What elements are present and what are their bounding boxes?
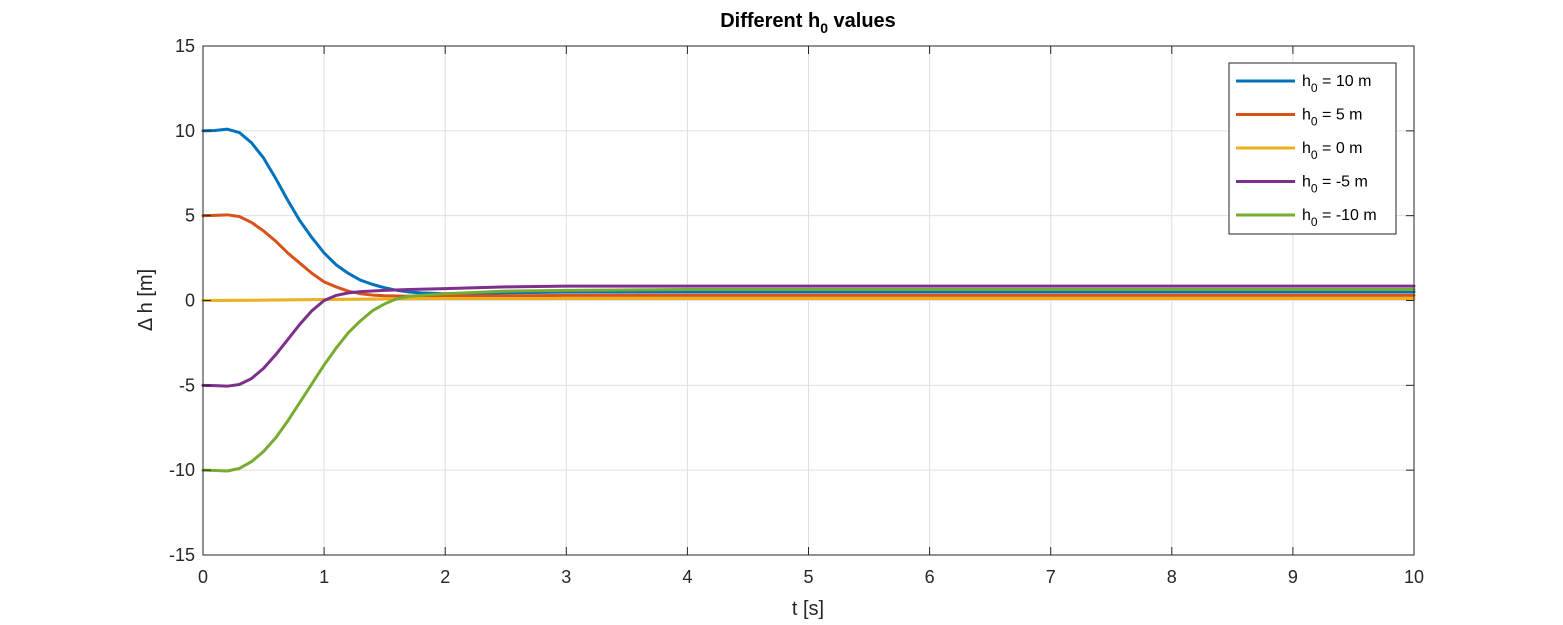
legend-label-subscript: 0 bbox=[1311, 115, 1318, 129]
series-line-0 bbox=[201, 127, 1416, 296]
x-tick-label: 5 bbox=[803, 567, 813, 587]
tick-labels: 0 1 2 3 4 5 6 7 8 9 10 -15 -10 -5 0 5 10 15 bbox=[169, 36, 1424, 587]
legend-label-0: h0 = 10 m bbox=[1302, 73, 1371, 95]
series-line-3 bbox=[201, 284, 1416, 388]
series-group bbox=[201, 127, 1416, 473]
y-tick-label: 15 bbox=[175, 36, 195, 56]
x-tick-label: 10 bbox=[1404, 567, 1424, 587]
x-tick-label: 3 bbox=[561, 567, 571, 587]
x-tick-label: 6 bbox=[925, 567, 935, 587]
series-line-4 bbox=[201, 287, 1416, 473]
legend-label-2: h0 = 0 m bbox=[1302, 140, 1363, 162]
legend-label-rest: = -10 m bbox=[1318, 207, 1377, 224]
ticks bbox=[202, 45, 1415, 556]
x-tick-label: 0 bbox=[198, 567, 208, 587]
legend-label-rest: = 10 m bbox=[1318, 73, 1372, 90]
legend-label-3: h0 = -5 m bbox=[1302, 174, 1368, 196]
x-tick-label: 4 bbox=[682, 567, 692, 587]
legend-label-4: h0 = -10 m bbox=[1302, 207, 1377, 229]
x-tick-label: 8 bbox=[1167, 567, 1177, 587]
y-tick-label: -15 bbox=[169, 545, 195, 565]
y-tick-label: 5 bbox=[185, 206, 195, 226]
legend-label-subscript: 0 bbox=[1311, 81, 1318, 95]
legend-label-1: h0 = 5 m bbox=[1302, 107, 1363, 129]
legend-label-main: h bbox=[1302, 207, 1311, 224]
x-tick-label: 9 bbox=[1288, 567, 1298, 587]
legend: h0 = 10 mh0 = 5 mh0 = 0 mh0 = -5 mh0 = -… bbox=[1228, 62, 1397, 235]
y-tick-label: 0 bbox=[185, 291, 195, 311]
chart-title: Different h0 values bbox=[720, 10, 896, 36]
x-tick-label: 2 bbox=[440, 567, 450, 587]
legend-label-main: h bbox=[1302, 140, 1311, 157]
legend-label-subscript: 0 bbox=[1311, 215, 1318, 229]
legend-label-main: h bbox=[1302, 107, 1311, 124]
legend-label-rest: = 5 m bbox=[1318, 107, 1363, 124]
x-tick-label: 1 bbox=[319, 567, 329, 587]
legend-label-subscript: 0 bbox=[1311, 148, 1318, 162]
legend-label-subscript: 0 bbox=[1311, 182, 1318, 196]
legend-label-main: h bbox=[1302, 174, 1311, 191]
y-axis-label: Δ h [m] bbox=[135, 269, 157, 331]
series-line-1 bbox=[201, 213, 1416, 298]
x-axis-label: t [s] bbox=[792, 598, 824, 620]
legend-label-main: h bbox=[1302, 73, 1311, 90]
y-tick-label: -5 bbox=[179, 375, 195, 395]
legend-label-rest: = 0 m bbox=[1318, 140, 1363, 157]
y-tick-label: -10 bbox=[169, 460, 195, 480]
y-tick-label: 10 bbox=[175, 121, 195, 141]
x-tick-label: 7 bbox=[1046, 567, 1056, 587]
legend-label-rest: = -5 m bbox=[1318, 174, 1368, 191]
